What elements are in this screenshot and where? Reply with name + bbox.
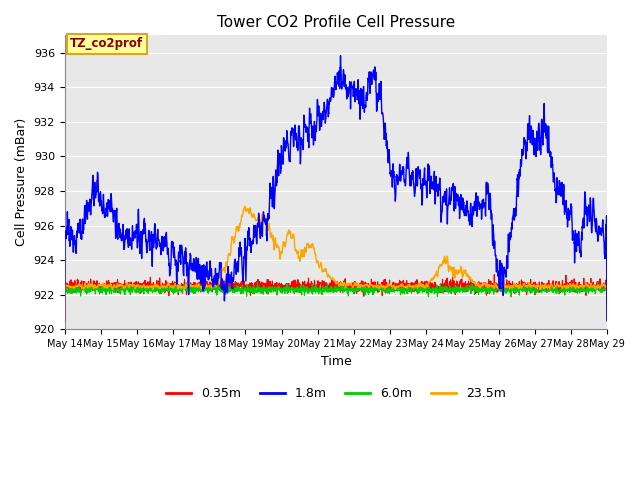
Text: TZ_co2prof: TZ_co2prof — [70, 37, 143, 50]
Title: Tower CO2 Profile Cell Pressure: Tower CO2 Profile Cell Pressure — [217, 15, 455, 30]
Legend: 0.35m, 1.8m, 6.0m, 23.5m: 0.35m, 1.8m, 6.0m, 23.5m — [161, 383, 511, 406]
X-axis label: Time: Time — [321, 355, 351, 368]
Y-axis label: Cell Pressure (mBar): Cell Pressure (mBar) — [15, 118, 28, 246]
